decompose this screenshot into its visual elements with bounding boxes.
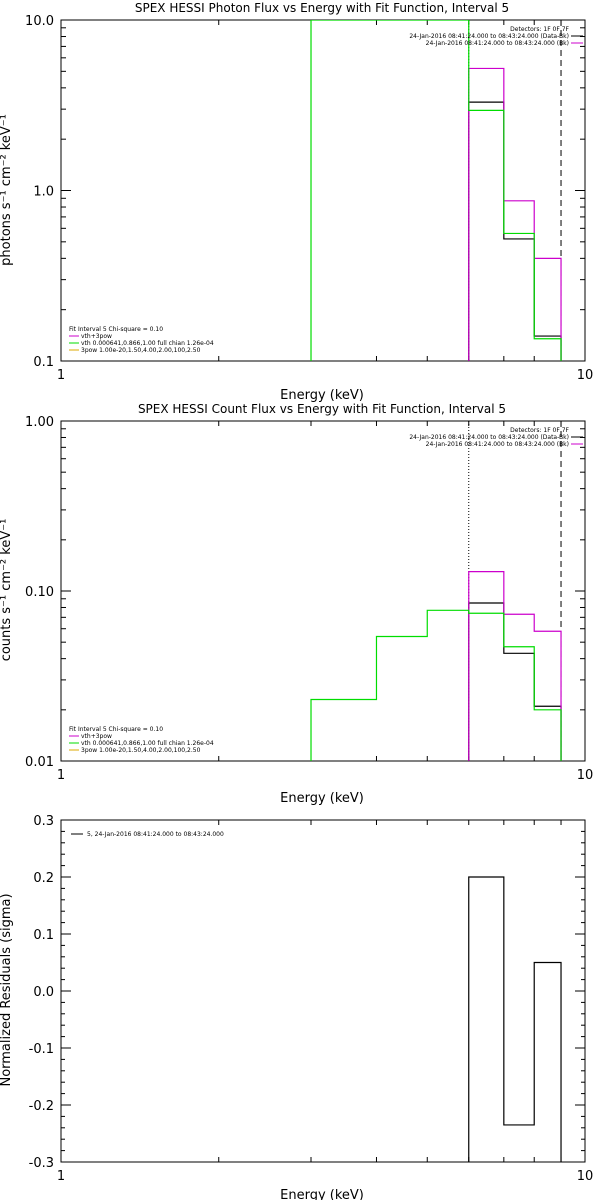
- y-tick-label: 0.10: [25, 585, 54, 600]
- y-tick-label: 1.00: [25, 415, 54, 430]
- y-tick-label: 10.0: [25, 14, 54, 29]
- x-tick-label: 10: [577, 368, 594, 383]
- legend-top-text: 24-Jan-2016 08:41:24.000 to 08:43:24.000…: [409, 434, 569, 441]
- y-tick-label: 0.2: [33, 871, 54, 886]
- legend-bottom-text: vth 0.000641,0.866,1.00 full chian 1.26e…: [81, 740, 214, 747]
- count-flux-xlabel: Energy (keV): [280, 791, 364, 806]
- legend-bottom-text: 3pow 1.00e-20,1.50,4.00,2.00,100,2.50: [81, 347, 201, 354]
- legend-top-text: 24-Jan-2016 08:41:24.000 to 08:43:24.000…: [426, 441, 569, 448]
- photon-flux-panel: SPEX HESSI Photon Flux vs Energy with Fi…: [0, 1, 593, 403]
- y-tick-label: 0.3: [33, 814, 54, 829]
- legend-bottom-text: Fit Interval 5 Chi-square = 0.10: [69, 726, 163, 733]
- y-tick-label: 0.1: [33, 355, 54, 370]
- photon-flux-title: SPEX HESSI Photon Flux vs Energy with Fi…: [135, 1, 509, 15]
- count-flux-title: SPEX HESSI Count Flux vs Energy with Fit…: [138, 402, 506, 416]
- photon-flux-xlabel: Energy (keV): [280, 388, 364, 403]
- plot-content: [310, 20, 562, 361]
- x-tick-label: 1: [57, 768, 65, 783]
- legend-bottom-text: 3pow 1.00e-20,1.50,4.00,2.00,100,2.50: [81, 747, 201, 754]
- x-tick-label: 10: [577, 768, 594, 783]
- x-tick-label: 1: [57, 368, 65, 383]
- legend-bottom-text: Fit Interval 5 Chi-square = 0.10: [69, 326, 163, 333]
- legend-top-text: Detectors: 1F 0F 7F: [510, 427, 569, 434]
- legend-top-text: 24-Jan-2016 08:41:24.000 to 08:43:24.000…: [426, 40, 569, 47]
- y-tick-label: -0.1: [29, 1042, 54, 1057]
- plot-content: [468, 876, 562, 1162]
- residuals-panel: Energy (keV) Normalized Residuals (sigma…: [0, 814, 593, 1200]
- histogram-series-0: [468, 602, 562, 761]
- histogram-series-2: [310, 20, 562, 361]
- legend-item-text: 5, 24-Jan-2016 08:41:24.000 to 08:43:24.…: [87, 831, 224, 838]
- y-tick-label: 0.1: [33, 928, 54, 943]
- histogram-series-1: [468, 571, 562, 761]
- histogram-series-2: [310, 609, 562, 761]
- y-tick-label: 1.0: [33, 185, 54, 200]
- histogram-series-1: [468, 67, 562, 361]
- legend-bottom-text: vth+3pow: [81, 733, 112, 740]
- residuals-ylabel: Normalized Residuals (sigma): [0, 893, 14, 1086]
- legend-top-text: 24-Jan-2016 08:41:24.000 to 08:43:24.000…: [409, 33, 569, 40]
- x-tick-label: 10: [577, 1169, 594, 1184]
- plot-frame: [60, 819, 586, 1163]
- legend-top-text: Detectors: 1F 0F 7F: [510, 26, 569, 33]
- legend-bottom-text: vth+3pow: [81, 333, 112, 340]
- histogram-series-0: [468, 101, 562, 361]
- y-tick-label: 0.01: [25, 755, 54, 770]
- plot-frame: [60, 19, 586, 362]
- y-tick-label: -0.3: [29, 1156, 54, 1171]
- residuals-xlabel: Energy (keV): [280, 1188, 364, 1200]
- count-flux-panel: SPEX HESSI Count Flux vs Energy with Fit…: [0, 402, 593, 806]
- count-flux-ylabel: counts s⁻¹ cm⁻² keV⁻¹: [0, 519, 14, 662]
- plot-content: [310, 421, 562, 761]
- histogram-series-0: [468, 876, 562, 1162]
- y-tick-label: 0.0: [33, 985, 54, 1000]
- x-tick-label: 1: [57, 1169, 65, 1184]
- photon-flux-ylabel: photons s⁻¹ cm⁻² keV⁻¹: [0, 114, 14, 266]
- residuals-plot-area: 1 10 -0.3 -0.2 -0.1 0.0 0.1 0.2 0.3 5, 24-Jan-201…: [29, 814, 594, 1184]
- plot-frame: [60, 420, 586, 762]
- y-tick-label: -0.2: [29, 1099, 54, 1114]
- legend-bottom-text: vth 0.000641,0.866,1.00 full chian 1.26e…: [81, 340, 214, 347]
